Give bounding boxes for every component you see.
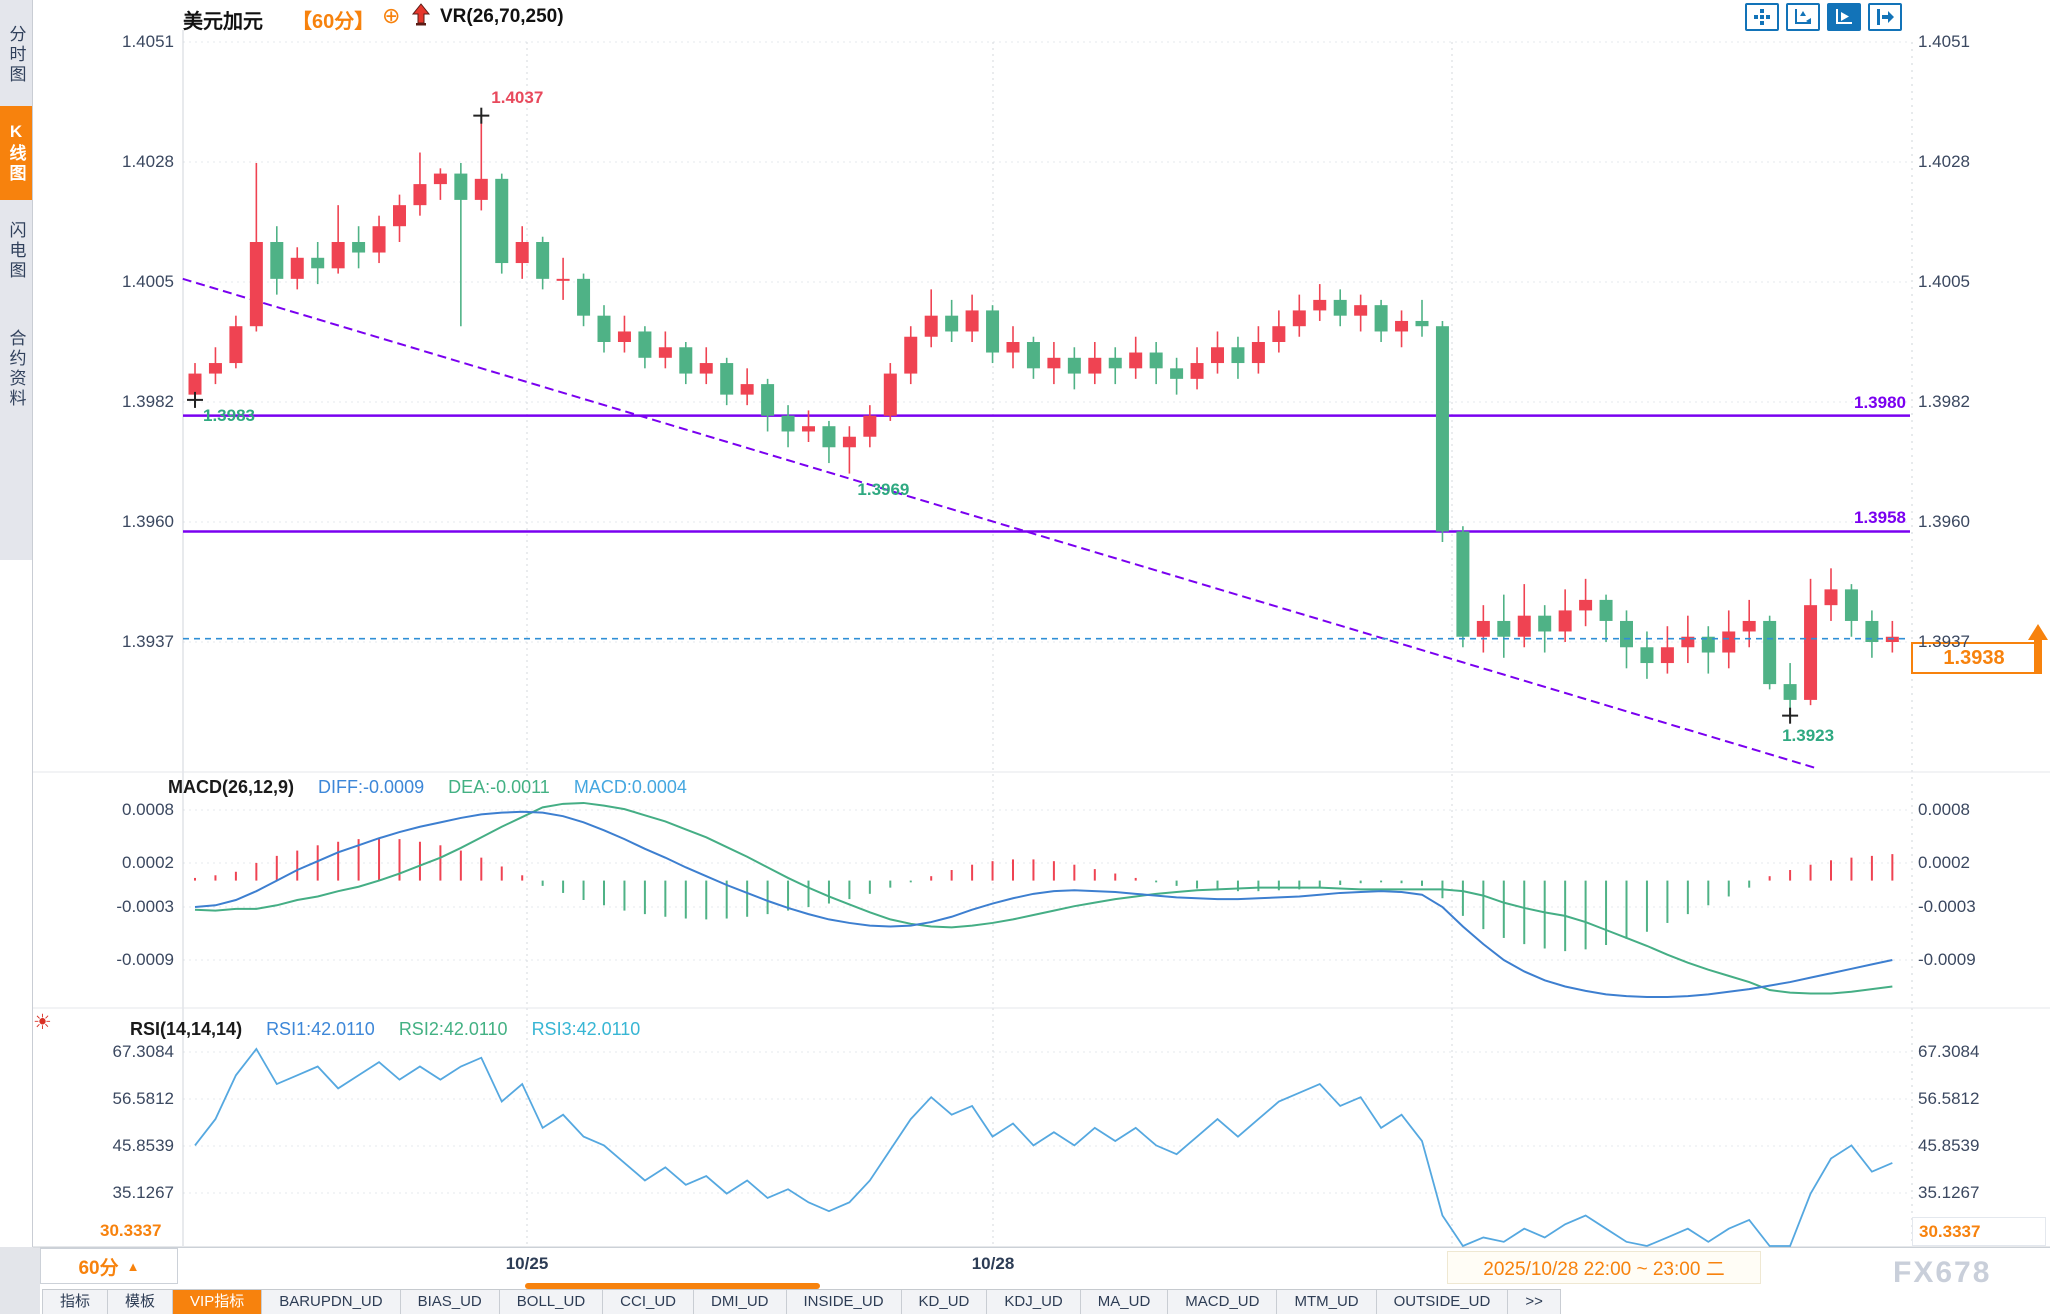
triangle-up-icon: ▲ [126, 1258, 140, 1274]
price-annotation: 1.4037 [491, 87, 544, 107]
price-axis-label-right: 1.4051 [1918, 32, 1970, 51]
price-axis-label-right: 1.4028 [1918, 152, 1970, 171]
tab-BARUPDN_UD[interactable]: BARUPDN_UD [262, 1290, 401, 1314]
rsi-last-value-left: 30.3337 [100, 1221, 162, 1240]
macd-axis-label-right: -0.0009 [1918, 949, 1976, 969]
price-axis-label-left: 1.3982 [122, 392, 174, 411]
sidebar-item-lightning[interactable]: 闪电图 [6, 221, 26, 281]
period-selector-label: 60分 [78, 1257, 119, 1279]
rsi-last-value-badge: 30.3337 [1912, 1217, 2046, 1246]
axis-fit-button[interactable] [1786, 3, 1820, 31]
tab-DMI_UD[interactable]: DMI_UD [694, 1290, 787, 1314]
tab-MA_UD[interactable]: MA_UD [1081, 1290, 1169, 1314]
period-selector[interactable]: 60分 ▲ [40, 1248, 178, 1284]
macd-axis-label-right: -0.0003 [1918, 897, 1976, 917]
chart-scrollbar-thumb[interactable] [525, 1283, 820, 1289]
tab-VIP指标[interactable]: VIP指标 [173, 1290, 263, 1314]
tab-CCI_UD[interactable]: CCI_UD [603, 1290, 694, 1314]
tab-MTM_UD[interactable]: MTM_UD [1277, 1290, 1377, 1314]
macd-dea-value: DEA:-0.0011 [448, 777, 550, 797]
price-axis-label-left: 1.4005 [122, 272, 174, 291]
support-level-label: 1.3980 [1854, 392, 1906, 412]
day-axis-label: 10/28 [971, 1254, 1015, 1273]
collapse-panel-button[interactable] [1868, 3, 1902, 31]
axis-auto-scroll-button[interactable] [1827, 3, 1861, 31]
macd-diff-value: DIFF:-0.0009 [318, 777, 425, 797]
macd-axis-label-right: 0.0008 [1918, 800, 1970, 819]
rsi-axis-label-left: 67.3084 [112, 1042, 174, 1061]
rsi2-value: RSI2:42.0110 [398, 1019, 508, 1039]
tab-BIAS_UD[interactable]: BIAS_UD [401, 1290, 500, 1314]
red-up-arrow-icon [410, 3, 432, 32]
price-up-arrow-icon [2028, 624, 2048, 674]
price-axis-label-left: 1.3937 [122, 632, 174, 651]
price-annotation: 1.3923 [1782, 725, 1835, 745]
day-axis-label: 10/25 [505, 1254, 549, 1273]
rsi-title[interactable]: RSI(14,14,14) [130, 1019, 243, 1039]
macd-axis-label-left: 0.0002 [122, 852, 174, 872]
sidebar-item-contract-info[interactable]: 合约资料 [6, 329, 26, 409]
price-axis-label-left: 1.4028 [122, 152, 174, 171]
macd-axis-label-left: 0.0008 [122, 800, 174, 819]
price-axis-label-left: 1.3960 [122, 512, 174, 531]
tab-MACD_UD[interactable]: MACD_UD [1168, 1290, 1278, 1314]
rsi-axis-label-left: 45.8539 [112, 1136, 174, 1156]
tab-BOLL_UD[interactable]: BOLL_UD [500, 1290, 604, 1314]
tab-模板[interactable]: 模板 [108, 1290, 174, 1314]
bottom-left-corner [0, 1247, 40, 1314]
price-axis-label-right: 1.4005 [1918, 272, 1970, 291]
tab-指标[interactable]: 指标 [42, 1290, 109, 1314]
macd-macd-value: MACD:0.0004 [573, 777, 687, 797]
macd-axis-label-right: 0.0002 [1918, 852, 1970, 872]
rsi1-value: RSI1:42.0110 [266, 1019, 375, 1039]
price-annotation: 1.3969 [857, 479, 910, 499]
support-level-label: 1.3958 [1854, 508, 1906, 528]
price-annotation: 1.3983 [203, 405, 255, 425]
rsi-axis-label-right: 35.1267 [1918, 1183, 1980, 1203]
period-label[interactable]: 【60分】 [292, 11, 375, 33]
sidebar-background [0, 0, 32, 560]
tab-OUTSIDE_UD[interactable]: OUTSIDE_UD [1377, 1290, 1509, 1314]
tab-INSIDE_UD[interactable]: INSIDE_UD [787, 1290, 902, 1314]
tab-KDJ_UD[interactable]: KDJ_UD [987, 1290, 1081, 1314]
price-axis-label-right: 1.3937 [1918, 632, 1970, 651]
pan-chart-button[interactable] [1745, 3, 1779, 31]
price-axis-label-right: 1.3960 [1918, 512, 1970, 531]
macd-header: MACD(26,12,9) DIFF:-0.0009 DEA:-0.0011 M… [168, 777, 687, 798]
indicator-tab-bar: 指标 模板 VIP指标 BARUPDN_UD BIAS_UD BOLL_UD CCI_UD D… [42, 1289, 1561, 1314]
symbol-title: 美元加元 [183, 11, 263, 33]
add-indicator-icon[interactable]: ⊕ [382, 3, 401, 28]
price-axis-label-left: 1.4051 [122, 32, 174, 51]
rsi-axis-label-left: 56.5812 [112, 1089, 174, 1109]
macd-axis-label-left: -0.0009 [116, 949, 174, 969]
price-axis-label-right: 1.3982 [1918, 392, 1970, 411]
watermark: FX678 [1893, 1256, 1992, 1289]
rsi3-value: RSI3:42.0110 [531, 1019, 641, 1039]
macd-title[interactable]: MACD(26,12,9) [168, 777, 295, 797]
rsi-axis-label-left: 35.1267 [112, 1183, 174, 1203]
rsi-header: RSI(14,14,14) RSI1:42.0110 RSI2:42.0110 … [130, 1019, 640, 1040]
chart-toolbar [1745, 3, 1902, 31]
tab->>[interactable]: >> [1508, 1290, 1561, 1314]
overlay-indicator-label[interactable]: VR(26,70,250) [440, 6, 564, 27]
sidebar-item-kline[interactable]: K线图 [0, 106, 32, 200]
rsi-axis-label-right: 56.5812 [1918, 1089, 1980, 1109]
tab-KD_UD[interactable]: KD_UD [902, 1290, 988, 1314]
hovered-bar-time-label: 2025/10/28 22:00 ~ 23:00 二 [1447, 1251, 1761, 1284]
macd-axis-label-left: -0.0003 [116, 897, 174, 917]
sidebar-item-timeshare[interactable]: 分时图 [6, 25, 26, 85]
rsi-axis-label-right: 67.3084 [1918, 1042, 1980, 1061]
rsi-axis-label-right: 45.8539 [1918, 1136, 1980, 1156]
sidebar: 分时图 K线图闪电图合约资料 [0, 0, 33, 1247]
indicator-sun-icon[interactable]: ☀ [33, 1011, 52, 1034]
